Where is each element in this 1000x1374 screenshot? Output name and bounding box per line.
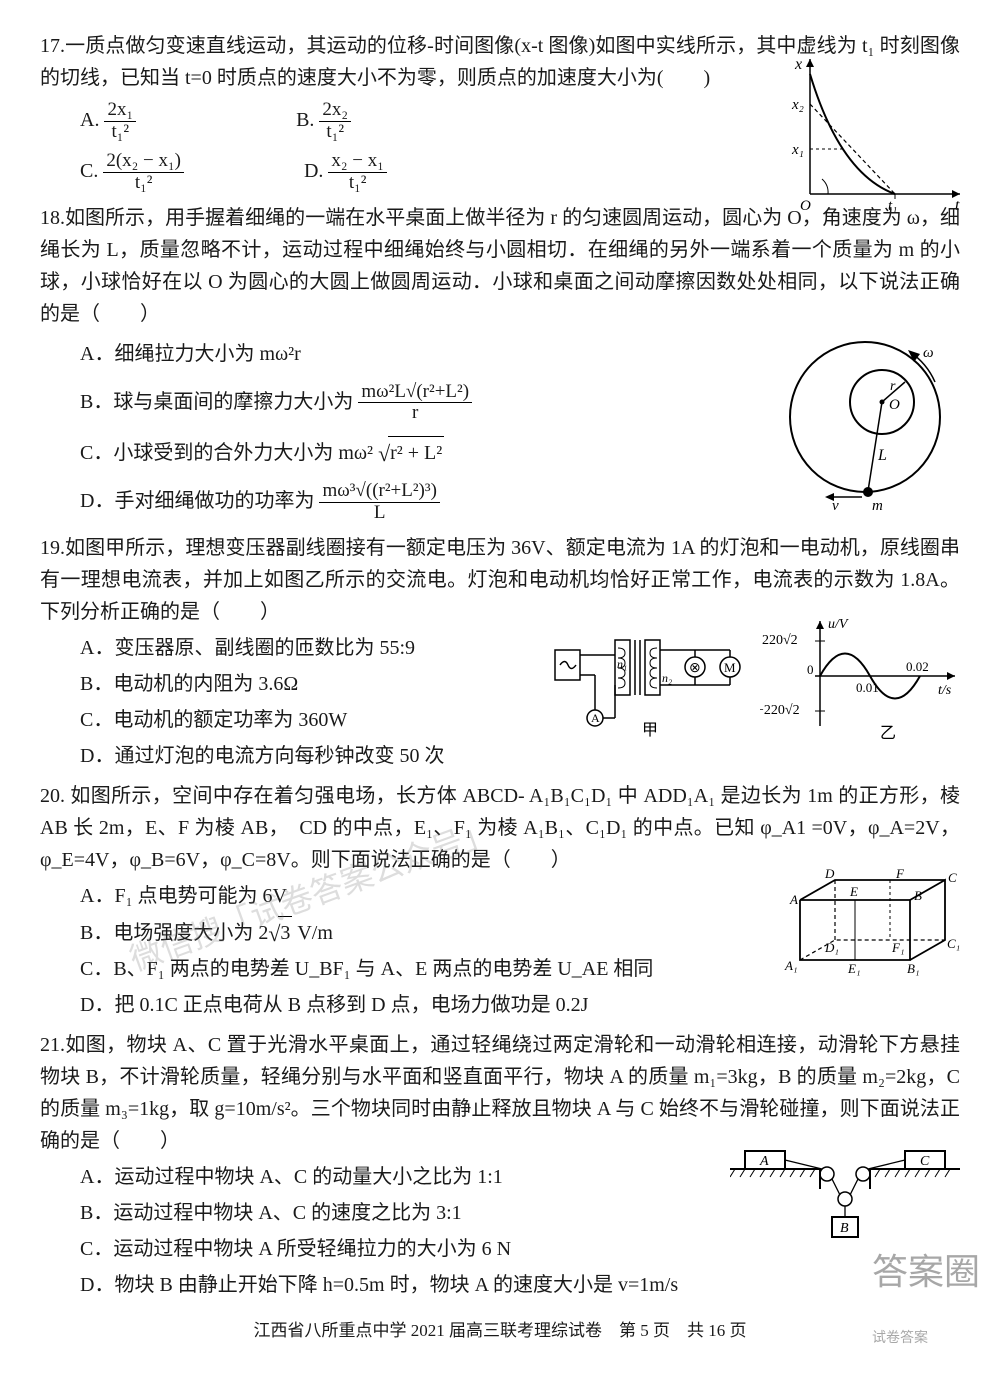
question-18: 18.如图所示，用手握着细绳的一端在水平桌面上做半径为 r 的匀速圆周运动，圆心… xyxy=(40,202,960,525)
q17-option-a: A. 2x₁ t₁² xyxy=(80,100,136,143)
radicand: r² + L² xyxy=(388,436,444,469)
q21-option-d: D．物块 B 由静止开始下降 h=0.5m 时，物块 A 的速度大小是 v=1m… xyxy=(80,1269,960,1301)
omega-label: ω xyxy=(923,345,934,361)
opt-label: D. xyxy=(304,160,323,182)
svg-text:E₁: E₁ xyxy=(847,961,860,976)
opt-label: A. xyxy=(80,109,99,131)
fraction: 2x₁ t₁² xyxy=(104,100,136,143)
n2-label: n₂ xyxy=(662,671,672,685)
radius-r-label: r xyxy=(890,379,896,394)
q18-circle-diagram: O r L ω v m xyxy=(770,332,960,512)
q17-option-c: C. 2(x₂ − x₁) t₁² xyxy=(80,151,184,194)
unit: V/m xyxy=(292,922,333,944)
svg-text:F₁: F₁ xyxy=(891,940,904,955)
opt-label: B．球与桌面间的摩擦力大小为 xyxy=(80,391,353,413)
watermark-corner-main: 答案圈 xyxy=(872,1251,980,1292)
ytick-zero: 0 xyxy=(807,662,814,677)
svg-text:B: B xyxy=(914,888,922,903)
fraction: mω²L√(r²+L²) r xyxy=(358,382,472,425)
caption-yi: 乙 xyxy=(880,725,896,741)
svg-text:A₁: A₁ xyxy=(784,958,797,973)
sqrt: r² + L² xyxy=(378,436,444,469)
frac-num: 2(x₂ − x₁) xyxy=(103,151,184,173)
svg-text:B₁: B₁ xyxy=(907,961,919,976)
opt-label: C. xyxy=(80,160,98,182)
ammeter-label: A xyxy=(591,711,600,725)
center-o-label: O xyxy=(889,397,900,413)
question-17: 17.一质点做匀变速直线运动，其运动的位移-时间图像(x-t 图像)如图中实线所… xyxy=(40,30,960,194)
fraction: mω³√((r²+L²)³) L xyxy=(319,481,439,524)
svg-text:E: E xyxy=(849,884,858,899)
question-21: 21.如图，物块 A、C 置于光滑水平桌面上，通过轻绳绕过两定滑轮和一动滑轮相连… xyxy=(40,1029,960,1301)
q19-sine-graph: 220√2 −220√2 0 0.01 0.02 t/s u/V 乙 xyxy=(760,616,960,741)
q17-xt-graph: x t x₂ x₁ O t₁ xyxy=(790,54,970,214)
sqrt: 3 xyxy=(268,916,292,949)
tick-x2: x₂ xyxy=(791,97,804,113)
q21-pulley-diagram: A C B xyxy=(730,1149,960,1244)
fraction: 2x₂ t₁² xyxy=(319,100,351,143)
frac-den: t₁² xyxy=(319,122,351,143)
svg-text:D: D xyxy=(824,866,835,881)
y-label-uv: u/V xyxy=(828,617,849,632)
q19-option-d: D．通过灯泡的电流方向每秒钟改变 50 次 xyxy=(80,740,960,772)
ytick-bottom: −220√2 xyxy=(760,703,800,718)
svg-text:C₁: C₁ xyxy=(947,936,960,951)
q19-circuit-diagram: A n₁ n₂ ⊗ M 甲 xyxy=(550,620,750,740)
axis-y-label: x xyxy=(794,56,802,73)
block-a-label: A xyxy=(759,1154,769,1169)
svg-text:A: A xyxy=(789,892,798,907)
x-label-ts: t/s xyxy=(938,683,952,698)
frac-num: 2x₂ xyxy=(319,100,351,122)
mass-m-label: m xyxy=(872,498,883,512)
opt-label: B．电场强度大小为 2 xyxy=(80,922,268,944)
n1-label: n₁ xyxy=(617,657,627,671)
ytick-top: 220√2 xyxy=(762,633,798,648)
opt-label: D．手对细绳做功的功率为 xyxy=(80,490,314,512)
q20-cube-diagram: A E B C D F A₁ E₁ B₁ C₁ D₁ F₁ xyxy=(780,860,960,1010)
fraction: x₂ − x₁ t₁² xyxy=(328,151,386,194)
frac-num: 2x₁ xyxy=(104,100,136,122)
question-19: 19.如图甲所示，理想变压器副线圈接有一额定电压为 36V、额定电流为 1A 的… xyxy=(40,532,960,772)
length-l-label: L xyxy=(877,447,887,464)
block-c-label: C xyxy=(920,1154,930,1169)
frac-den: r xyxy=(358,403,472,424)
radicand: 3 xyxy=(278,916,292,949)
page-footer: 江西省八所重点中学 2021 届高三联考理综试卷 第 5 页 共 16 页 xyxy=(40,1317,960,1344)
q21-stem: 21.如图，物块 A、C 置于光滑水平桌面上，通过轻绳绕过两定滑轮和一动滑轮相连… xyxy=(40,1029,960,1157)
fraction: 2(x₂ − x₁) t₁² xyxy=(103,151,184,194)
opt-label: C．小球受到的合外力大小为 mω² xyxy=(80,442,373,464)
q18-stem: 18.如图所示，用手握着细绳的一端在水平桌面上做半径为 r 的匀速圆周运动，圆心… xyxy=(40,202,960,330)
frac-den: t₁² xyxy=(103,173,184,194)
frac-den: L xyxy=(319,503,439,524)
frac-den: t₁² xyxy=(104,122,136,143)
frac-num: x₂ − x₁ xyxy=(328,151,386,173)
frac-den: t₁² xyxy=(328,173,386,194)
svg-text:C: C xyxy=(948,870,957,885)
xtick-002: 0.02 xyxy=(906,659,929,674)
frac-num: mω³√((r²+L²)³) xyxy=(319,481,439,503)
watermark-corner: 答案圈 试卷答案 xyxy=(862,1237,990,1364)
frac-num: mω²L√(r²+L²) xyxy=(358,382,472,404)
lamp-icon: ⊗ xyxy=(689,661,701,676)
caption-jia: 甲 xyxy=(642,722,658,739)
block-b-label: B xyxy=(840,1221,849,1236)
tick-x1: x₁ xyxy=(791,142,804,158)
svg-text:F: F xyxy=(895,866,905,881)
question-20: 20. 如图所示，空间中存在着匀强电场，长方体 ABCD- A₁B₁C₁D₁ 中… xyxy=(40,780,960,1021)
q17-option-b: B. 2x₂ t₁² xyxy=(296,100,351,143)
q17-option-d: D. x₂ − x₁ t₁² xyxy=(304,151,387,194)
opt-label: B. xyxy=(296,109,314,131)
xtick-001: 0.01 xyxy=(856,680,879,695)
motor-label: M xyxy=(724,660,736,675)
q19-stem: 19.如图甲所示，理想变压器副线圈接有一额定电压为 36V、额定电流为 1A 的… xyxy=(40,532,960,628)
velocity-label: v xyxy=(832,498,839,512)
svg-text:D₁: D₁ xyxy=(824,940,839,955)
